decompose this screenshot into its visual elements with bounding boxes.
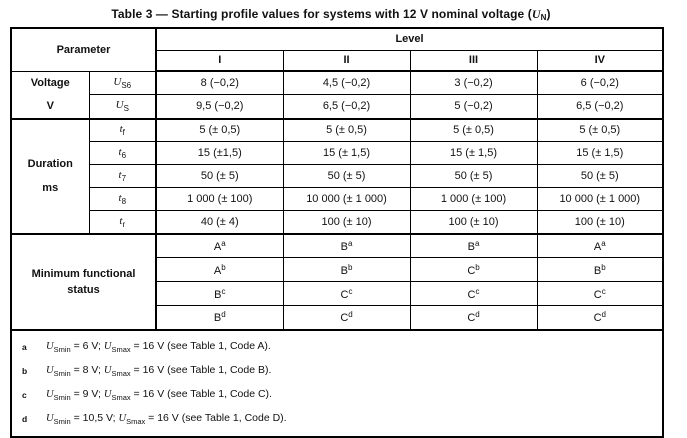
value-cell: 10 000 (± 1 000) bbox=[536, 187, 664, 211]
value-cell: 50 (± 5) bbox=[155, 164, 284, 188]
value-cell: 15 (± 1,5) bbox=[409, 141, 538, 165]
status-cell: Cc bbox=[536, 281, 664, 306]
value-cell: 15 (± 1,5) bbox=[282, 141, 411, 165]
starting-profile-table: Parameter Level I II III IV Voltage V US… bbox=[10, 27, 665, 438]
voltage-group-label: Voltage V bbox=[10, 70, 90, 120]
footnote-d: d USmin = 10,5 V; USmax = 16 V (see Table… bbox=[20, 408, 654, 432]
footnote-a: a USmin = 6 V; USmax = 16 V (see Table 1,… bbox=[20, 336, 654, 360]
value-cell: 1 000 (± 100) bbox=[155, 187, 284, 211]
value-cell: 6,5 (−0,2) bbox=[282, 94, 411, 120]
status-cell: Cb bbox=[409, 257, 538, 282]
symbol-cell-us6: US6 bbox=[88, 70, 158, 96]
symbol-cell-t6: t6 bbox=[88, 141, 158, 165]
level-header: Level bbox=[155, 27, 664, 51]
symbol-cell-tr: tr bbox=[88, 210, 158, 235]
parameter-header: Parameter bbox=[10, 27, 158, 72]
level-col-header-2: II bbox=[282, 49, 411, 72]
symbol-cell-us: US bbox=[88, 94, 158, 120]
status-cell: Aa bbox=[536, 233, 664, 258]
value-cell: 5 (± 0,5) bbox=[409, 118, 538, 142]
footnote-c: c USmin = 9 V; USmax = 16 V (see Table 1,… bbox=[20, 384, 654, 408]
value-cell: 100 (± 10) bbox=[536, 210, 664, 235]
symbol-cell-t7: t7 bbox=[88, 164, 158, 188]
status-cell: Bc bbox=[155, 281, 284, 306]
level-col-header-4: IV bbox=[536, 49, 664, 72]
value-cell: 6 (−0,2) bbox=[536, 70, 664, 96]
status-group-label: Minimum functional status bbox=[10, 233, 158, 331]
status-cell: Cc bbox=[409, 281, 538, 306]
value-cell: 5 (−0,2) bbox=[409, 94, 538, 120]
value-cell: 8 (−0,2) bbox=[155, 70, 284, 96]
status-cell: Ab bbox=[155, 257, 284, 282]
table-title: Table 3 — Starting profile values for sy… bbox=[111, 7, 551, 22]
level-col-header-1: I bbox=[155, 49, 284, 72]
value-cell: 10 000 (± 1 000) bbox=[282, 187, 411, 211]
status-cell: Cd bbox=[409, 305, 538, 331]
value-cell: 50 (± 5) bbox=[536, 164, 664, 188]
value-cell: 3 (−0,2) bbox=[409, 70, 538, 96]
status-cell: Aa bbox=[155, 233, 284, 258]
duration-group-label: Duration ms bbox=[10, 118, 90, 235]
value-cell: 1 000 (± 100) bbox=[409, 187, 538, 211]
level-col-header-3: III bbox=[409, 49, 538, 72]
value-cell: 4,5 (−0,2) bbox=[282, 70, 411, 96]
value-cell: 9,5 (−0,2) bbox=[155, 94, 284, 120]
voltage-symbol: U bbox=[531, 7, 541, 21]
value-cell: 5 (± 0,5) bbox=[536, 118, 664, 142]
status-cell: Bb bbox=[282, 257, 411, 282]
status-cell: Cd bbox=[536, 305, 664, 331]
status-cell: Ba bbox=[409, 233, 538, 258]
footnote-marker: d bbox=[22, 413, 28, 424]
status-cell: Ba bbox=[282, 233, 411, 258]
footnote-b: b USmin = 8 V; USmax = 16 V (see Table 1,… bbox=[20, 360, 654, 384]
footnote-marker: a bbox=[22, 341, 27, 352]
status-cell: Bd bbox=[155, 305, 284, 331]
value-cell: 5 (± 0,5) bbox=[282, 118, 411, 142]
footnotes-area: a USmin = 6 V; USmax = 16 V (see Table 1,… bbox=[11, 328, 664, 437]
value-cell: 100 (± 10) bbox=[282, 210, 411, 235]
value-cell: 50 (± 5) bbox=[282, 164, 411, 188]
footnote-marker: b bbox=[22, 365, 28, 376]
status-cell: Bb bbox=[536, 257, 664, 282]
value-cell: 6,5 (−0,2) bbox=[536, 94, 664, 120]
value-cell: 100 (± 10) bbox=[409, 210, 538, 235]
value-cell: 15 (±1,5) bbox=[155, 141, 284, 165]
status-cell: Cd bbox=[282, 305, 411, 331]
value-cell: 40 (± 4) bbox=[155, 210, 284, 235]
value-cell: 15 (± 1,5) bbox=[536, 141, 664, 165]
value-cell: 5 (± 0,5) bbox=[155, 118, 284, 142]
symbol-cell-t8: t8 bbox=[88, 187, 158, 211]
symbol-cell-tf: tf bbox=[88, 118, 158, 142]
value-cell: 50 (± 5) bbox=[409, 164, 538, 188]
footnote-marker: c bbox=[22, 389, 27, 400]
status-cell: Cc bbox=[282, 281, 411, 306]
